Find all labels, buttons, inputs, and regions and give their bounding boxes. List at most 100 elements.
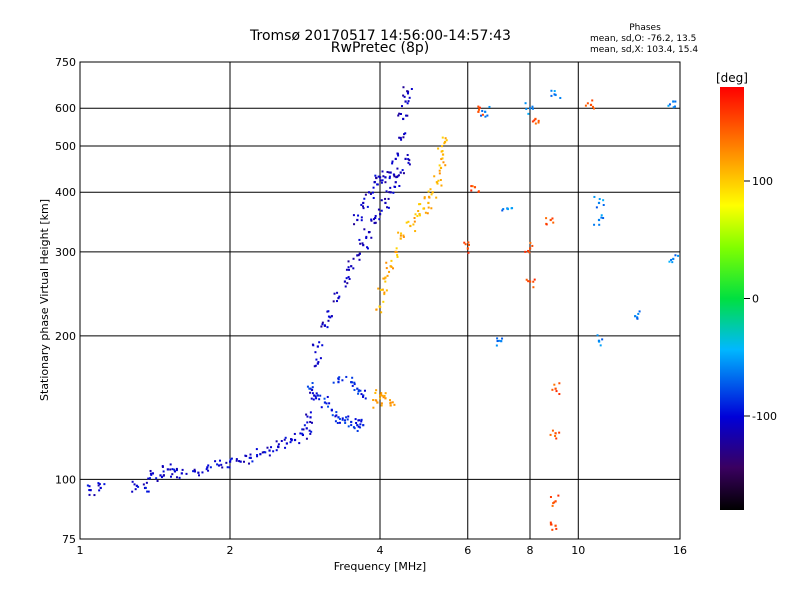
data-point	[554, 500, 557, 503]
data-point	[314, 364, 317, 367]
data-point	[389, 402, 392, 405]
data-point	[396, 255, 399, 258]
data-point	[249, 456, 252, 459]
data-point	[471, 185, 474, 188]
data-point	[235, 458, 238, 461]
data-point	[335, 411, 338, 414]
data-point	[283, 438, 286, 441]
data-point	[310, 397, 313, 400]
data-point	[161, 465, 164, 468]
data-point	[670, 258, 673, 261]
data-point	[410, 87, 413, 90]
data-point	[360, 219, 363, 222]
data-point	[268, 449, 271, 452]
data-point	[331, 414, 334, 417]
data-point	[256, 455, 259, 458]
y-tick-label: 100	[55, 473, 76, 486]
data-point	[527, 249, 530, 252]
data-point	[406, 114, 409, 117]
data-point	[147, 477, 150, 480]
data-point	[376, 183, 379, 186]
data-point	[375, 176, 378, 179]
data-point	[309, 432, 312, 435]
colorbar-tick-label: 0	[752, 293, 759, 306]
data-point	[206, 466, 209, 469]
data-point	[323, 324, 326, 327]
data-point	[350, 265, 353, 268]
data-point	[290, 439, 293, 442]
data-point	[495, 344, 498, 347]
data-point	[338, 417, 341, 420]
data-point	[414, 213, 417, 216]
data-point	[149, 469, 152, 472]
data-point	[436, 182, 439, 185]
data-point	[374, 221, 377, 224]
data-point	[336, 300, 339, 303]
data-point	[353, 383, 356, 386]
data-point	[173, 468, 176, 471]
data-point	[393, 175, 396, 178]
data-point	[197, 471, 200, 474]
data-point	[316, 394, 319, 397]
data-point	[496, 340, 499, 343]
data-point	[311, 386, 314, 389]
data-point	[390, 265, 393, 268]
data-point	[275, 440, 278, 443]
data-point	[550, 523, 553, 526]
data-point	[360, 418, 363, 421]
x-tick-label: 10	[571, 544, 585, 557]
data-point	[531, 244, 534, 247]
data-point	[305, 427, 308, 430]
data-point	[402, 172, 405, 175]
data-point	[402, 94, 405, 97]
data-point	[389, 404, 392, 407]
data-point	[337, 297, 340, 300]
data-point	[239, 460, 242, 463]
data-point	[370, 236, 373, 239]
data-point	[531, 107, 534, 110]
data-point	[406, 153, 409, 156]
data-point	[357, 392, 360, 395]
data-point	[345, 416, 348, 419]
data-point	[337, 416, 340, 419]
data-point	[317, 361, 320, 364]
data-point	[368, 231, 371, 234]
data-point	[419, 214, 422, 217]
data-point	[358, 252, 361, 255]
data-point	[341, 418, 344, 421]
data-point	[377, 208, 380, 211]
data-point	[529, 247, 532, 250]
data-point	[417, 203, 420, 206]
data-point	[525, 278, 528, 281]
data-point	[395, 247, 398, 250]
data-point	[382, 300, 385, 303]
data-point	[334, 420, 337, 423]
data-point	[133, 483, 136, 486]
data-point	[406, 90, 409, 93]
data-point	[551, 217, 554, 220]
data-point	[329, 316, 332, 319]
stats-o-mode: mean, sd,O: -76.2, 13.5	[590, 34, 697, 44]
data-point	[383, 293, 386, 296]
data-point	[320, 325, 323, 328]
data-point	[380, 393, 383, 396]
data-point	[360, 393, 363, 396]
data-point	[555, 527, 558, 530]
data-point	[397, 114, 400, 117]
data-point	[314, 395, 317, 398]
data-point	[310, 430, 313, 433]
data-point	[193, 468, 196, 471]
data-point	[438, 172, 441, 175]
data-point	[323, 397, 326, 400]
data-point	[193, 470, 197, 473]
data-point	[387, 197, 390, 200]
colorbar-label: [deg]	[716, 71, 748, 85]
data-point	[441, 157, 444, 160]
data-point	[399, 112, 402, 115]
data-point	[381, 179, 384, 182]
data-point	[280, 439, 283, 442]
data-point	[397, 174, 400, 177]
data-point	[330, 409, 333, 412]
data-point	[367, 191, 371, 194]
data-point	[248, 462, 251, 465]
